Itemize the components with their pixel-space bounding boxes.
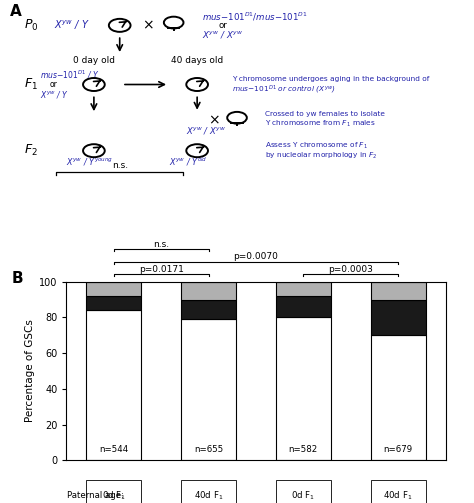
Text: 0 day old: 0 day old: [73, 56, 115, 65]
Text: $X^{yw}$ / $Y^{young}$: $X^{yw}$ / $Y^{young}$: [66, 156, 113, 167]
Bar: [181, 282, 236, 300]
Text: or: or: [49, 80, 57, 89]
Text: or: or: [218, 21, 227, 30]
Bar: [371, 300, 426, 336]
Text: B: B: [11, 271, 23, 286]
Bar: [276, 317, 331, 460]
Bar: [86, 282, 141, 296]
Text: n.s.: n.s.: [112, 161, 128, 171]
Text: 40d F$_1$: 40d F$_1$: [383, 490, 413, 502]
Text: $mus\mathit{-}101^{D1}$ or control ($X^{yw}$): $mus\mathit{-}101^{D1}$ or control ($X^{…: [232, 83, 336, 96]
Text: n=544: n=544: [99, 445, 128, 454]
Bar: [181, 480, 236, 503]
Bar: [371, 336, 426, 460]
Text: Y chromosome undergoes aging in the background of: Y chromosome undergoes aging in the back…: [232, 76, 430, 82]
Bar: [181, 300, 236, 319]
Text: n=679: n=679: [383, 445, 413, 454]
Bar: [371, 282, 426, 300]
Text: 0d F$_1$: 0d F$_1$: [102, 490, 126, 502]
Text: $\times$: $\times$: [142, 18, 154, 32]
Text: $mus\mathit{-}101^{D1}$ / Y: $mus\mathit{-}101^{D1}$ / Y: [40, 68, 100, 81]
Text: by nucleolar morphology in $F_2$: by nucleolar morphology in $F_2$: [265, 150, 378, 160]
Text: $X^{yw}$ / $Y^{old}$: $X^{yw}$ / $Y^{old}$: [169, 156, 208, 168]
Bar: [371, 480, 426, 503]
Bar: [86, 310, 141, 460]
Bar: [276, 296, 331, 317]
Bar: [276, 282, 331, 296]
Text: $X^{yw}$ / $X^{yw}$: $X^{yw}$ / $X^{yw}$: [202, 29, 243, 40]
Text: p=0.0070: p=0.0070: [234, 252, 278, 261]
Text: $X^{yw}$ / Y: $X^{yw}$ / Y: [40, 89, 69, 100]
Text: 40 days old: 40 days old: [171, 56, 223, 65]
Text: $F_2$: $F_2$: [24, 143, 37, 158]
Text: Paternal age:: Paternal age:: [67, 491, 124, 500]
Bar: [86, 296, 141, 310]
Text: A: A: [9, 4, 21, 19]
Text: Assess Y chromosome of $F_1$: Assess Y chromosome of $F_1$: [265, 141, 368, 151]
Text: n=655: n=655: [194, 445, 223, 454]
Text: n.s.: n.s.: [153, 239, 169, 248]
Text: p=0.0003: p=0.0003: [328, 265, 373, 274]
Text: $mus\mathit{-}101^{D1}/mus\mathit{-}101^{D1}$: $mus\mathit{-}101^{D1}/mus\mathit{-}101^…: [202, 10, 308, 23]
Text: 0d F$_1$: 0d F$_1$: [292, 490, 315, 502]
Text: $X^{yw}$ / $X^{yw}$: $X^{yw}$ / $X^{yw}$: [186, 125, 227, 136]
Text: $P_0$: $P_0$: [24, 18, 38, 33]
Y-axis label: Percentage of GSCs: Percentage of GSCs: [25, 319, 35, 423]
Text: p=0.0171: p=0.0171: [139, 265, 183, 274]
Text: Crossed to yw females to isolate: Crossed to yw females to isolate: [265, 111, 385, 117]
Bar: [276, 480, 331, 503]
Text: n=582: n=582: [289, 445, 318, 454]
Text: Y chromosome from $F_1$ males: Y chromosome from $F_1$ males: [265, 119, 376, 129]
Text: $X^{yw}$ / Y: $X^{yw}$ / Y: [54, 19, 90, 32]
Text: 40d F$_1$: 40d F$_1$: [194, 490, 223, 502]
Bar: [86, 480, 141, 503]
Text: $\times$: $\times$: [208, 114, 219, 128]
Text: $F_1$: $F_1$: [24, 77, 37, 92]
Bar: [181, 319, 236, 460]
